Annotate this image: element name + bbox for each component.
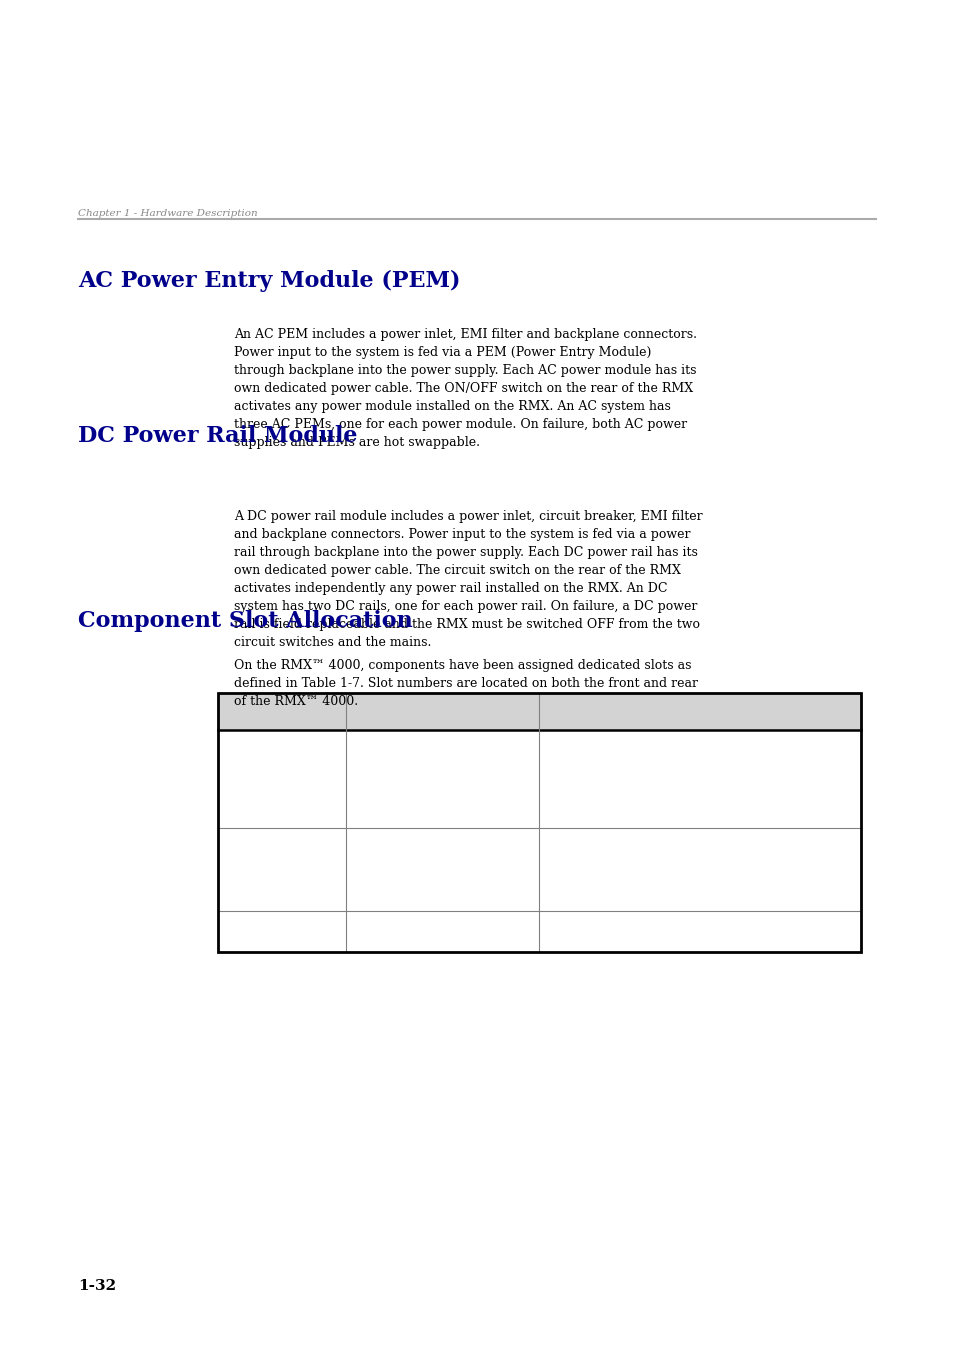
Text: Component Slot Allocation: Component Slot Allocation — [78, 610, 413, 632]
Text: A DC power rail module includes a power inlet, circuit breaker, EMI filter
and b: A DC power rail module includes a power … — [233, 510, 701, 649]
Text: DC Power Rail Module: DC Power Rail Module — [78, 425, 357, 447]
Text: An AC PEM includes a power inlet, EMI filter and backplane connectors.
Power inp: An AC PEM includes a power inlet, EMI fi… — [233, 328, 696, 450]
Text: On the RMX™ 4000, components have been assigned dedicated slots as
defined in Ta: On the RMX™ 4000, components have been a… — [233, 659, 697, 707]
Bar — [217, 693, 861, 952]
Bar — [217, 693, 861, 730]
Text: AC Power Entry Module (PEM): AC Power Entry Module (PEM) — [78, 270, 460, 292]
Text: 1-32: 1-32 — [78, 1280, 116, 1293]
Text: Chapter 1 - Hardware Description: Chapter 1 - Hardware Description — [78, 209, 257, 219]
